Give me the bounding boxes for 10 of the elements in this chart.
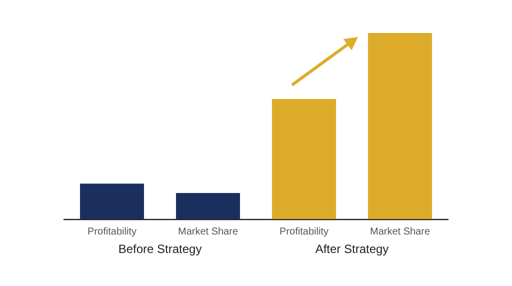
x-tick-label: Market Share	[370, 226, 430, 238]
text: After Strategy	[315, 242, 389, 256]
bar	[272, 99, 336, 219]
text: Before Strategy	[118, 242, 202, 256]
x-tick-label: Profitability	[88, 226, 136, 238]
bar	[176, 192, 240, 219]
bar	[80, 184, 144, 219]
bar	[368, 33, 432, 219]
x-tick-label: Profitability	[280, 226, 328, 238]
x-tick-label: Market Share	[178, 226, 238, 238]
